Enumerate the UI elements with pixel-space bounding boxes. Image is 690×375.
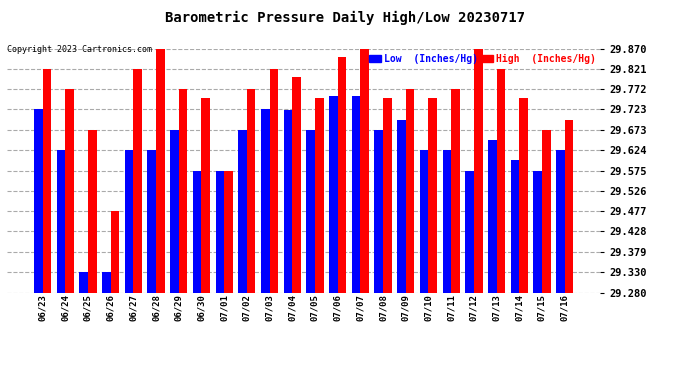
Bar [511,160,520,292]
Bar [352,96,360,292]
Bar [156,49,165,292]
Bar [488,141,497,292]
Bar [451,89,460,292]
Bar [337,57,346,292]
Bar [542,130,551,292]
Bar [397,120,406,292]
Bar [179,89,188,292]
Bar [215,171,224,292]
Bar [193,171,201,292]
Bar [428,98,437,292]
Text: Copyright 2023 Cartronics.com: Copyright 2023 Cartronics.com [7,45,152,54]
Bar [224,171,233,292]
Bar [564,120,573,292]
Bar [556,150,564,292]
Bar [110,211,119,292]
Bar [406,89,415,292]
Bar [293,77,301,292]
Bar [497,69,505,292]
Bar [420,150,428,292]
Bar [65,89,74,292]
Bar [79,272,88,292]
Bar [34,110,43,292]
Bar [133,69,142,292]
Bar [270,69,278,292]
Bar [102,272,110,292]
Bar [329,96,337,292]
Bar [465,171,474,292]
Bar [247,89,255,292]
Bar [148,150,156,292]
Bar [375,130,383,292]
Bar [125,150,133,292]
Bar [533,171,542,292]
Bar [57,150,65,292]
Text: Barometric Pressure Daily High/Low 20230717: Barometric Pressure Daily High/Low 20230… [165,11,525,26]
Bar [170,130,179,292]
Bar [238,130,247,292]
Bar [284,110,293,292]
Bar [43,69,51,292]
Bar [360,49,369,292]
Bar [261,110,270,292]
Bar [88,130,97,292]
Bar [306,130,315,292]
Bar [383,98,392,292]
Legend: Low  (Inches/Hg), High  (Inches/Hg): Low (Inches/Hg), High (Inches/Hg) [369,54,595,64]
Bar [474,49,482,292]
Bar [315,98,324,292]
Bar [201,98,210,292]
Bar [520,98,528,292]
Bar [442,150,451,292]
